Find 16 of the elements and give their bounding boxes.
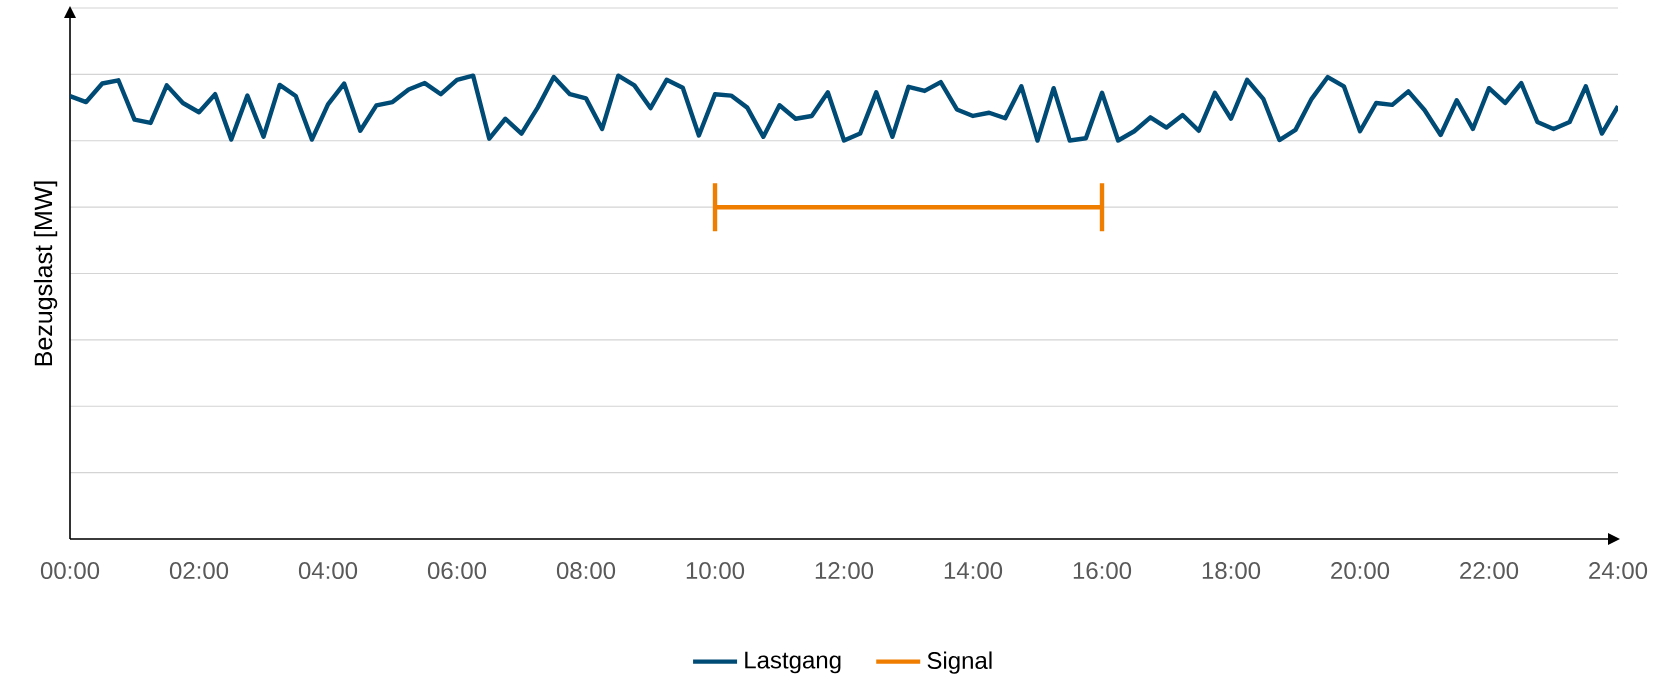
legend-label: Signal [927, 651, 992, 674]
x-tick-label: 06:00 [427, 562, 487, 580]
x-tick-label: 18:00 [1202, 562, 1261, 580]
x-tick-label: 20:00 [1331, 562, 1390, 580]
legend-label: Lastgang [745, 651, 841, 674]
y-axis-title: Bezugslast [MW] [33, 181, 58, 366]
x-tick-label: 16:00 [1073, 562, 1132, 580]
x-tick-label: 08:00 [556, 562, 616, 580]
x-tick-label: 04:00 [298, 562, 358, 580]
x-tick-label: 10:00 [686, 562, 745, 580]
x-tick-label: 00:00 [40, 562, 100, 580]
x-tick-label: 14:00 [944, 562, 1003, 580]
x-tick-label: 24:00 [1589, 562, 1648, 580]
x-tick-label: 12:00 [815, 562, 874, 580]
x-tick-label: 02:00 [169, 562, 229, 580]
x-tick-label: 22:00 [1460, 562, 1519, 580]
